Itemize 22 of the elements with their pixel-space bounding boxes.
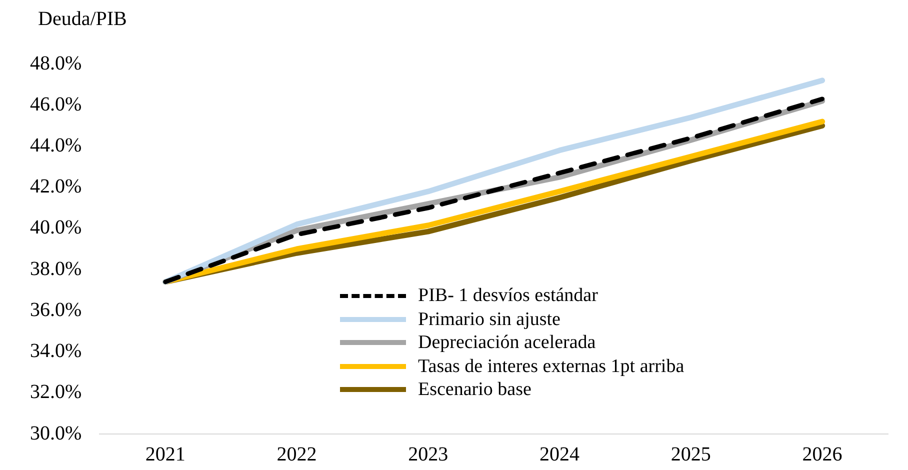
x-tick-label: 2026: [802, 443, 842, 466]
legend-label: PIB- 1 desvíos estándar: [418, 284, 598, 308]
x-tick-label: 2025: [670, 443, 711, 466]
legend-label: Depreciación acelerada: [418, 331, 596, 354]
y-tick-label: 30.0%: [30, 422, 82, 444]
y-tick-label: 48.0%: [30, 52, 82, 74]
y-tick-label: 40.0%: [30, 216, 82, 239]
x-tick-label: 2022: [276, 443, 317, 466]
y-tick-label: 44.0%: [30, 134, 82, 156]
y-tick-label: 42.0%: [30, 176, 82, 198]
legend-label: Escenario base: [418, 378, 532, 402]
x-tick-label: 2021: [145, 443, 186, 466]
x-tick-label: 2024: [540, 443, 580, 466]
y-tick-label: 36.0%: [30, 298, 82, 321]
y-tick-label: 32.0%: [30, 381, 82, 404]
legend-label: Primario sin ajuste: [418, 308, 560, 331]
x-tick-label: 2023: [408, 443, 448, 466]
y-tick-label: 38.0%: [30, 258, 82, 280]
legend-label: Tasas de interes externas 1pt arriba: [418, 354, 684, 378]
y-axis-title: Deuda/PIB: [38, 8, 127, 31]
y-tick-label: 34.0%: [30, 340, 82, 362]
y-tick-label: 46.0%: [30, 93, 82, 116]
